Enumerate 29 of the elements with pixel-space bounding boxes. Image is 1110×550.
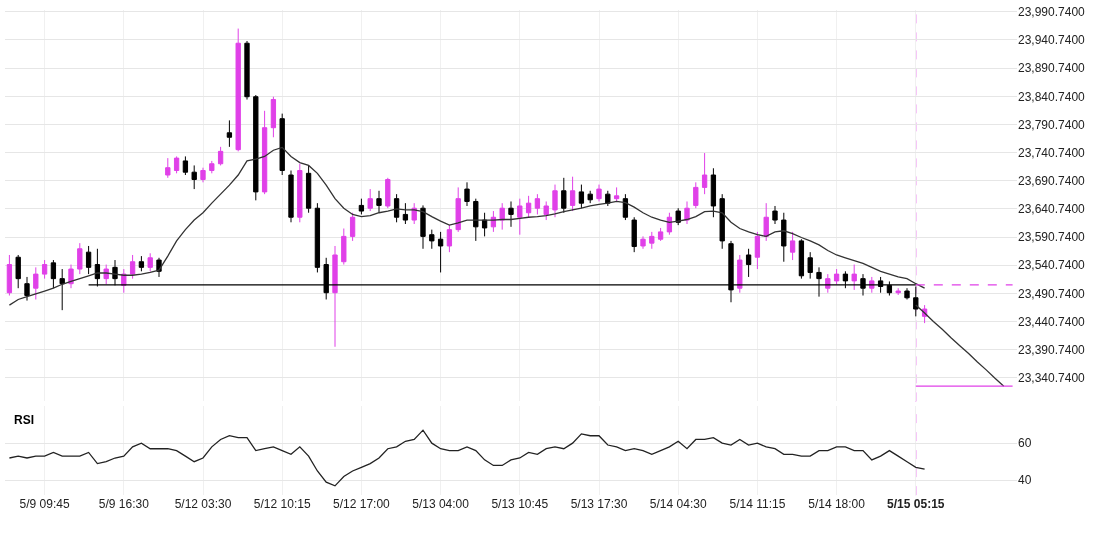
y-tick-label: 23,590.7400 (1018, 230, 1086, 245)
x-tick-label: 5/9 16:30 (98, 497, 150, 512)
y-tick-label: 23,940.7400 (1018, 33, 1086, 48)
y-tick-label: 23,840.7400 (1018, 89, 1086, 104)
x-tick-label: 5/15 05:15 (887, 497, 945, 512)
x-tick-label: 5/12 17:00 (333, 497, 391, 512)
x-tick-label: 5/14 04:30 (649, 497, 707, 512)
x-tick-label: 5/14 11:15 (729, 497, 786, 512)
y-tick-label: 23,490.7400 (1018, 286, 1086, 301)
x-tick-label: 5/13 04:00 (412, 497, 470, 512)
x-tick-label: 5/12 10:15 (253, 497, 311, 512)
y-tick-label: 23,690.7400 (1018, 173, 1086, 188)
y-tick-label: 23,990.7400 (1018, 5, 1086, 20)
x-tick-label: 5/13 17:30 (570, 497, 628, 512)
y-tick-label: 23,790.7400 (1018, 117, 1086, 132)
y-tick-label: 23,440.7400 (1018, 314, 1086, 329)
y-tick-label: 23,890.7400 (1018, 61, 1086, 76)
x-tick-label: 5/13 10:45 (491, 497, 549, 512)
y-tick-label: 23,640.7400 (1018, 202, 1086, 217)
y-tick-label: 23,740.7400 (1018, 145, 1086, 160)
y-tick-label: 60 (1018, 436, 1032, 451)
y-tick-label: 23,340.7400 (1018, 371, 1086, 386)
y-tick-label: 40 (1018, 473, 1032, 488)
x-tick-label: 5/9 09:45 (19, 497, 70, 512)
y-tick-label: 23,540.7400 (1018, 258, 1086, 273)
x-tick-label: 5/12 03:30 (174, 497, 232, 512)
x-tick-label: 5/14 18:00 (808, 497, 866, 512)
y-tick-label: 23,390.7400 (1018, 342, 1086, 357)
text: RSI (14, 413, 35, 427)
